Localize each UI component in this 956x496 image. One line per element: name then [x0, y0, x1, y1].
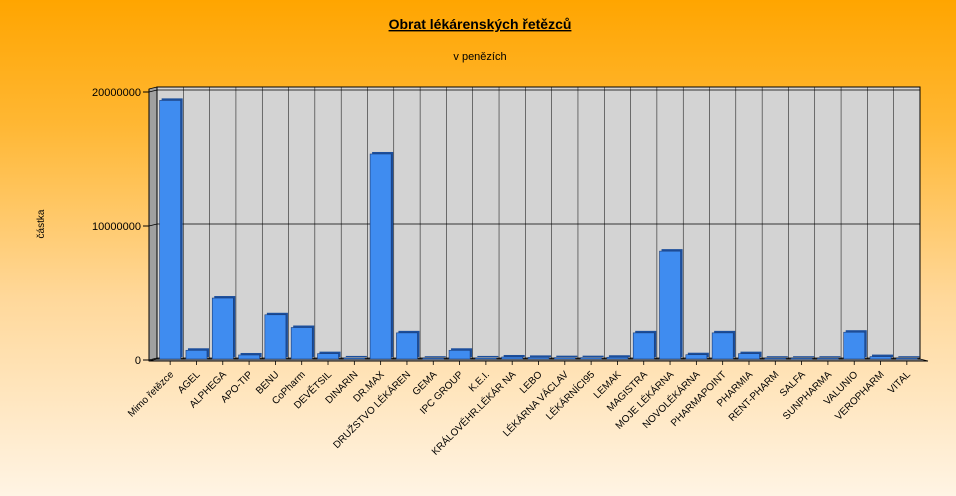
bar	[264, 314, 287, 360]
bar	[685, 354, 708, 360]
bar	[764, 357, 787, 360]
y-tick-label: 10000000	[92, 221, 141, 233]
bar	[632, 332, 655, 360]
bar	[896, 357, 918, 360]
y-axis-label: částka	[36, 209, 47, 238]
bar-depth	[582, 355, 604, 357]
bar-depth	[503, 354, 525, 357]
bar-depth	[608, 355, 630, 357]
bar	[869, 356, 892, 360]
bar	[817, 357, 839, 360]
bar	[659, 250, 681, 360]
bar	[343, 357, 366, 360]
bar	[317, 353, 339, 360]
x-tick-label: VITAL	[886, 369, 913, 396]
grid-line-side	[148, 89, 158, 93]
grid-line-side	[148, 357, 158, 361]
bar	[553, 357, 576, 360]
bar-depth	[556, 355, 578, 357]
bar-depth	[793, 356, 815, 358]
bar	[738, 353, 760, 360]
bar-depth	[766, 356, 788, 358]
bar	[790, 357, 813, 360]
bar-depth	[898, 356, 920, 358]
chart-subtitle: v penězích	[453, 51, 506, 63]
bar	[711, 332, 734, 360]
bar	[580, 357, 602, 360]
bar-depth	[872, 354, 894, 357]
bar	[475, 357, 497, 360]
bar	[159, 100, 181, 360]
bar	[448, 349, 471, 360]
bar	[211, 297, 234, 360]
bar-depth	[819, 356, 841, 358]
bar	[422, 357, 445, 360]
bar	[290, 327, 313, 360]
y-tick-label: 0	[135, 355, 141, 367]
bar-depth	[477, 355, 499, 357]
grid-line-side	[148, 223, 158, 227]
bar	[501, 356, 524, 360]
bar-depth	[424, 356, 446, 358]
bar-depth	[345, 355, 367, 357]
bar	[606, 356, 629, 360]
y-tick-label: 20000000	[92, 87, 141, 99]
bar	[369, 153, 392, 360]
bar	[527, 357, 550, 360]
bar	[238, 354, 260, 360]
bar	[185, 349, 208, 360]
chart-title: Obrat lékárenských řetězců	[389, 16, 572, 32]
x-tick-label: Mimo řetězce	[126, 369, 177, 420]
bar-depth	[529, 355, 552, 357]
bar	[396, 332, 418, 360]
bar	[843, 331, 866, 360]
